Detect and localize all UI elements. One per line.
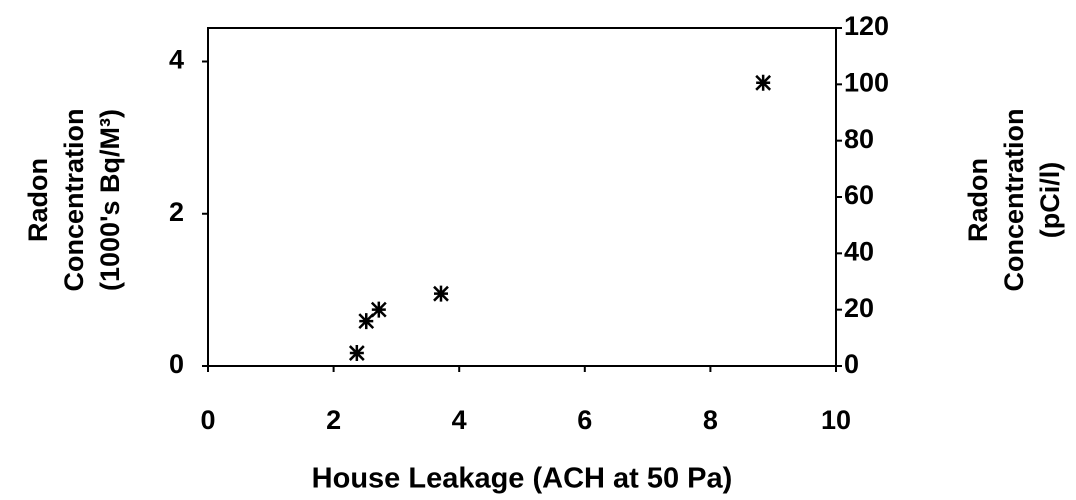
x-tick-label: 0: [200, 405, 215, 435]
y2-tick-label: 20: [844, 293, 874, 323]
plot-frame: [207, 27, 837, 367]
y2-label-line: Concentration: [999, 108, 1029, 291]
y-label-line: (1000's Bq/M³): [95, 109, 125, 291]
point: [370, 301, 387, 318]
y2-tick-label: 120: [844, 11, 889, 41]
y-axis-label: Radon Concentration (1000's Bq/M³): [23, 108, 125, 291]
y2-tick-label: 0: [844, 349, 859, 379]
point: [755, 74, 772, 91]
y2-tick-label: 40: [844, 236, 874, 266]
x-tick-label: 4: [452, 405, 467, 435]
x-axis-label: House Leakage (ACH at 50 Pa): [312, 463, 733, 495]
x-tick-label: 2: [326, 405, 341, 435]
y-tick-label: 2: [169, 197, 184, 227]
x-tick-label: 6: [577, 405, 592, 435]
y2-axis-label: Radon Concentration (pCi/l): [963, 108, 1065, 291]
point: [433, 285, 449, 302]
y2-label-line: Radon: [963, 158, 993, 242]
y-label-line: Concentration: [59, 108, 89, 291]
point: [348, 345, 365, 362]
point: [358, 313, 375, 330]
y-tick-label: 4: [169, 45, 184, 75]
y-label-line: Radon: [23, 158, 53, 242]
x-tick-label: 10: [821, 405, 851, 435]
y-tick-label: 0: [169, 349, 184, 379]
y2-tick-label: 60: [844, 180, 874, 210]
y2-tick-label: 100: [844, 67, 889, 97]
x-tick-label: 8: [703, 405, 718, 435]
y2-tick-label: 80: [844, 124, 874, 154]
y2-label-line: (pCi/l): [1035, 162, 1065, 238]
